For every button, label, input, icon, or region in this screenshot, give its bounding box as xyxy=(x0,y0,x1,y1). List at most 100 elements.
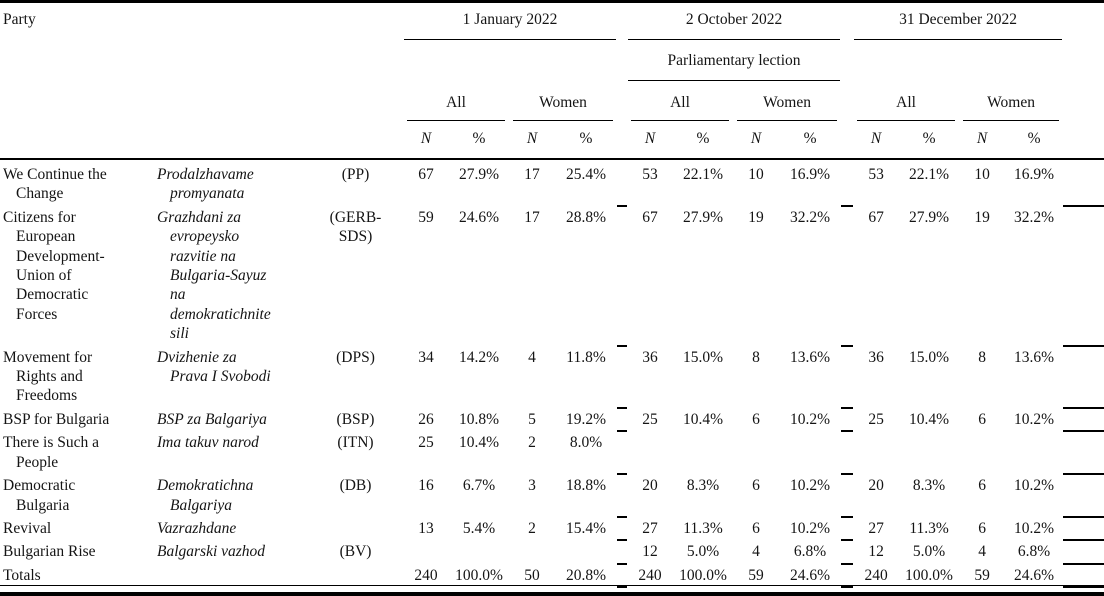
column-gap xyxy=(841,205,854,347)
cell-value xyxy=(627,431,673,474)
party-abbr: (BSP) xyxy=(336,410,375,428)
column-gap xyxy=(617,516,628,542)
column-gap xyxy=(617,407,628,433)
party-abbr xyxy=(308,517,403,540)
cell-value: 12 xyxy=(642,543,658,561)
cell-value: 8.3% xyxy=(912,477,946,495)
party-name-en: Citizens for European Development- Union… xyxy=(3,208,105,323)
header-row-dates: Party 1 January 2022 2 October 2022 31 D… xyxy=(0,3,1104,160)
cell-value: 240 xyxy=(638,566,662,584)
cell-value: 20 xyxy=(642,477,658,495)
cell-value xyxy=(779,431,841,474)
column-gap xyxy=(617,540,628,565)
date-header-december: 31 December 2022 xyxy=(853,3,1063,40)
row-pad xyxy=(1063,407,1104,433)
cell-value xyxy=(959,431,1005,474)
cell-value: 240 xyxy=(864,566,888,584)
cell-value: 100.0% xyxy=(679,566,727,584)
cell-value: 28.8% xyxy=(565,208,607,226)
party-name-bg: Demokratichna Balgariya xyxy=(157,477,254,514)
party-name-bg: Grazhdani za evropeysko razvitie na Bulg… xyxy=(157,208,271,343)
cell-value: 3 xyxy=(528,477,536,495)
cell-value: 24.6% xyxy=(1014,566,1055,584)
cell-value: 59 xyxy=(748,566,764,584)
cell-value: 20 xyxy=(868,477,884,495)
cell-value: 4 xyxy=(528,348,536,366)
group-label: All xyxy=(631,84,730,121)
right-margin xyxy=(1063,3,1104,160)
cell-value: 10 xyxy=(974,166,990,183)
cell-value: 27.9% xyxy=(909,208,950,226)
bottom-rule-thin xyxy=(0,585,1104,586)
column-gap xyxy=(617,431,628,476)
cell-value: 24.6% xyxy=(458,208,500,226)
cell-value: 5.0% xyxy=(912,543,946,561)
cell-value: 16.9% xyxy=(1014,166,1055,183)
cell-value xyxy=(853,431,899,474)
cell-value: 10.4% xyxy=(909,410,950,428)
date-header-october-label: 2 October 2022 xyxy=(628,10,841,40)
cell-value: 6.8% xyxy=(1017,543,1051,561)
cell-value: 6 xyxy=(978,519,986,537)
header-row-groups: All Women All Women All Women xyxy=(0,84,1104,121)
column-gap xyxy=(617,3,628,160)
cell-value: 2 xyxy=(528,434,536,452)
cell-value: 13.6% xyxy=(1014,348,1055,366)
cell-value: 22.1% xyxy=(682,166,724,183)
group-header-dec-women: Women xyxy=(959,84,1063,121)
cell-value: 4 xyxy=(752,543,760,561)
party-abbr xyxy=(308,564,403,587)
party-abbr: (DPS) xyxy=(336,348,375,366)
party-name-en: Bulgarian Rise xyxy=(3,543,96,561)
date-header-january: 1 January 2022 xyxy=(403,3,617,40)
cell-value: 6.7% xyxy=(462,477,496,495)
cell-value: 6.8% xyxy=(793,543,827,561)
percent-column-header: % xyxy=(673,121,734,160)
cell-value: 5 xyxy=(528,410,536,428)
cell-value: 6 xyxy=(752,477,760,495)
table-row: Citizens for European Development- Union… xyxy=(0,205,1104,347)
cell-value: 24.6% xyxy=(790,566,831,584)
table-row: Totals 240 100.0% 50 20.8% 240 100.0% 59 24.6% 24… xyxy=(0,563,1104,589)
cell-value: 19.2% xyxy=(565,410,607,428)
party-name-bg: Vazrazhdane xyxy=(157,519,237,537)
cell-value: 14.2% xyxy=(458,348,500,366)
cell-value: 240 xyxy=(414,566,438,584)
cell-value: 10.2% xyxy=(790,519,831,537)
party-name-en: BSP for Bulgaria xyxy=(3,410,110,428)
cell-value: 10.2% xyxy=(1014,410,1055,428)
cell-value: 5.4% xyxy=(462,519,496,537)
cell-value: 36 xyxy=(868,348,884,366)
cell-value: 11.3% xyxy=(683,519,723,537)
party-abbr: (GERB- SDS) xyxy=(329,208,382,246)
column-gap xyxy=(841,431,854,476)
cell-value: 20.8% xyxy=(565,566,607,584)
date-header-october: 2 October 2022 xyxy=(627,3,841,40)
cell-value: 27 xyxy=(868,519,884,537)
cell-value: 16 xyxy=(418,477,434,495)
parliamentary-election-label: Parliamentary lection xyxy=(628,40,841,81)
empty-header-cell xyxy=(853,40,1063,84)
n-column-header: N xyxy=(959,121,1006,160)
cell-value: 11.3% xyxy=(909,519,949,537)
cell-value: 59 xyxy=(418,208,434,226)
cell-value: 10.2% xyxy=(1014,477,1055,495)
row-pad xyxy=(1063,431,1104,476)
group-label: Women xyxy=(963,84,1060,121)
column-gap xyxy=(841,474,854,518)
party-abbr: (PP) xyxy=(341,166,370,183)
cell-value: 10.4% xyxy=(682,410,724,428)
cell-value: 8.0% xyxy=(569,434,603,452)
row-pad xyxy=(1063,474,1104,518)
party-name-bg: Ima takuv narod xyxy=(157,434,259,452)
column-gap xyxy=(841,540,854,565)
cell-value: 22.1% xyxy=(909,166,950,183)
row-pad xyxy=(1063,159,1104,207)
table-row: Revival Vazrazhdane 13 5.4% 2 15.4% 27 11.3% 6 10… xyxy=(0,516,1104,542)
cell-value: 10 xyxy=(748,166,764,183)
cell-value: 15.0% xyxy=(909,348,950,366)
group-label: All xyxy=(407,84,505,121)
group-header-oct-all: All xyxy=(627,84,733,121)
cell-value: 6 xyxy=(752,519,760,537)
cell-value: 12 xyxy=(868,543,884,561)
